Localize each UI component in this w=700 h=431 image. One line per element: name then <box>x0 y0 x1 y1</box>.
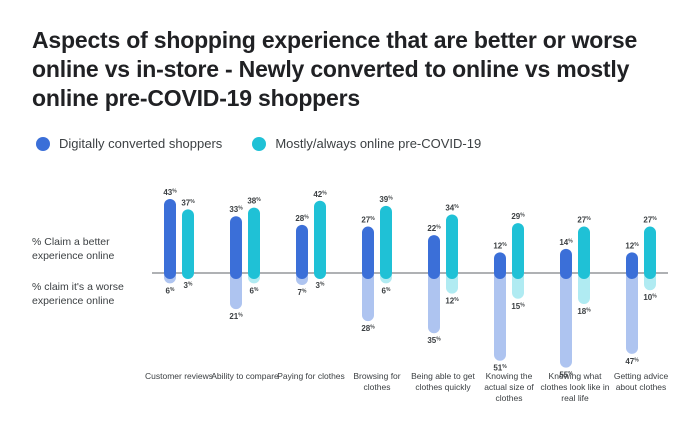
bar-better-online-5 <box>512 223 524 279</box>
label-better-online-2: 42% <box>313 190 327 199</box>
label-better-online-0: 37% <box>181 198 195 207</box>
label-better-online-7: 27% <box>643 216 657 225</box>
bar-better-digital-6 <box>560 248 572 279</box>
label-worse-digital-0: 6% <box>166 286 175 295</box>
category-label-4: Being able to get clothes quickly <box>411 371 475 392</box>
category-label-3: Browsing for clothes <box>353 371 401 392</box>
side-label-better: % Claim a better experience online <box>32 236 115 262</box>
legend-swatch-mostly-online <box>252 136 267 151</box>
chart-title: Aspects of shopping experience that are … <box>32 27 638 111</box>
bar-better-online-0 <box>182 209 194 279</box>
label-worse-online-6: 18% <box>577 307 591 316</box>
label-worse-online-2: 3% <box>316 281 325 290</box>
label-better-digital-6: 14% <box>559 238 573 247</box>
bar-worse-digital-6 <box>560 267 572 368</box>
label-worse-digital-7: 47% <box>625 357 639 366</box>
side-label-worse: % claim it's a worse experience online <box>32 281 124 307</box>
legend-label-mostly-online: Mostly/always online pre-COVID-19 <box>275 136 482 151</box>
label-worse-digital-3: 28% <box>361 324 375 333</box>
label-better-online-4: 34% <box>445 204 459 213</box>
label-better-digital-5: 12% <box>493 241 507 250</box>
label-worse-online-4: 12% <box>445 297 459 306</box>
bar-better-digital-2 <box>296 224 308 279</box>
label-worse-digital-2: 7% <box>298 288 307 297</box>
bar-better-digital-0 <box>164 199 176 279</box>
label-better-digital-3: 27% <box>361 216 375 225</box>
bar-better-online-2 <box>314 200 326 279</box>
category-label-6: Knowing what clothes look like in real l… <box>540 371 610 403</box>
label-worse-digital-6: 55% <box>559 371 573 380</box>
label-worse-online-1: 6% <box>250 286 259 295</box>
category-label-5: Knowing the actual size of clothes <box>484 371 534 403</box>
legend-swatch-digitally-converted <box>36 136 50 151</box>
category-label-7: Getting advice about clothes <box>613 371 669 392</box>
label-worse-digital-1: 21% <box>229 312 243 321</box>
legend-label-digitally-converted: Digitally converted shoppers <box>59 136 223 151</box>
bar-better-digital-7 <box>626 252 638 279</box>
label-better-digital-7: 12% <box>625 241 639 250</box>
label-better-online-6: 27% <box>577 216 591 225</box>
label-better-online-1: 38% <box>247 197 261 206</box>
bar-better-online-4 <box>446 214 458 279</box>
bar-worse-digital-7 <box>626 267 638 354</box>
label-better-digital-0: 43% <box>163 188 177 197</box>
bar-better-digital-5 <box>494 252 506 279</box>
bar-better-online-1 <box>248 207 260 279</box>
bar-worse-digital-4 <box>428 267 440 334</box>
label-worse-online-3: 6% <box>382 286 391 295</box>
bar-worse-digital-5 <box>494 267 506 361</box>
label-better-online-3: 39% <box>379 195 393 204</box>
label-worse-digital-4: 35% <box>427 336 441 345</box>
bar-better-digital-1 <box>230 216 242 279</box>
label-worse-online-7: 10% <box>643 293 657 302</box>
legend-item-mostly-online: Mostly/always online pre-COVID-19 <box>252 136 481 151</box>
label-better-digital-4: 22% <box>427 224 441 233</box>
category-label-1: Ability to compare <box>211 371 279 381</box>
category-label-2: Paying for clothes <box>277 371 345 381</box>
label-better-online-5: 29% <box>511 212 525 221</box>
label-better-digital-1: 33% <box>229 205 243 214</box>
bar-better-digital-3 <box>362 226 374 279</box>
bar-better-online-3 <box>380 205 392 279</box>
bar-better-digital-4 <box>428 235 440 279</box>
label-better-digital-2: 28% <box>295 214 309 223</box>
label-worse-online-5: 15% <box>511 302 525 311</box>
chart-legend: Digitally converted shoppers Mostly/alwa… <box>36 136 511 151</box>
label-worse-online-0: 3% <box>184 281 193 290</box>
bar-better-online-6 <box>578 226 590 279</box>
category-label-0: Customer reviews <box>144 371 214 381</box>
bar-worse-digital-3 <box>362 267 374 322</box>
legend-item-digitally-converted: Digitally converted shoppers <box>36 136 222 151</box>
bar-better-online-7 <box>644 226 656 279</box>
label-worse-digital-5: 51% <box>493 364 507 373</box>
